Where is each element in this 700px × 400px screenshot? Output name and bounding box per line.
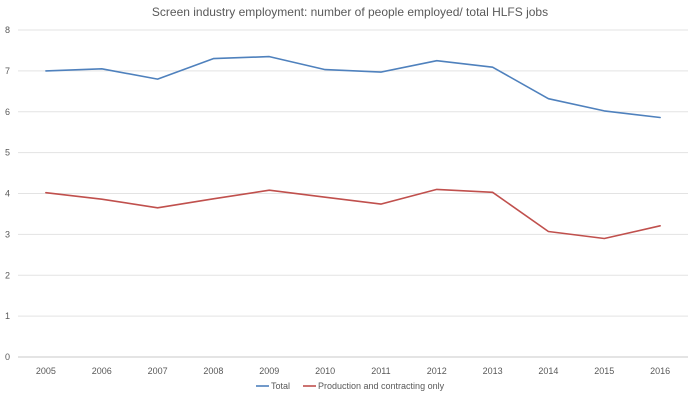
- series-line-production-and-contracting: [45, 188, 661, 240]
- axes: 0 1 2 3 4 5 6 7 8 2005 2006 2007 2008 2009 2010 2011 201…: [5, 25, 688, 376]
- y-tick-label: 4: [5, 189, 10, 199]
- x-tick-label: 2011: [371, 366, 390, 376]
- x-tick-label: 2012: [427, 366, 447, 376]
- y-tick-label: 8: [5, 25, 10, 35]
- x-tick-label: 2007: [148, 366, 168, 376]
- legend-label-production-and-contracting: Production and contracting only: [318, 381, 445, 391]
- legend-label-total: Total: [271, 381, 290, 391]
- x-tick-label: 2014: [538, 366, 558, 376]
- x-tick-label: 2006: [92, 366, 112, 376]
- x-tick-label: 2015: [594, 366, 614, 376]
- legend: Total Production and contracting only: [256, 381, 445, 391]
- y-tick-label: 1: [5, 311, 10, 321]
- gridlines: [18, 29, 688, 317]
- y-tick-label: 5: [5, 148, 10, 158]
- series-lines: [45, 55, 661, 240]
- y-tick-label: 3: [5, 229, 10, 239]
- x-tick-label: 2005: [36, 366, 56, 376]
- x-tick-label: 2008: [203, 366, 223, 376]
- x-tick-label: 2013: [483, 366, 503, 376]
- series-line-total: [45, 55, 661, 119]
- y-tick-label: 0: [5, 352, 10, 362]
- y-tick-label: 2: [5, 270, 10, 280]
- x-tick-label: 2016: [650, 366, 670, 376]
- x-tick-label: 2010: [315, 366, 335, 376]
- chart-title: Screen industry employment: number of pe…: [151, 5, 549, 19]
- y-tick-label: 6: [5, 107, 10, 117]
- y-tick-label: 7: [5, 66, 10, 76]
- x-tick-label: 2009: [259, 366, 279, 376]
